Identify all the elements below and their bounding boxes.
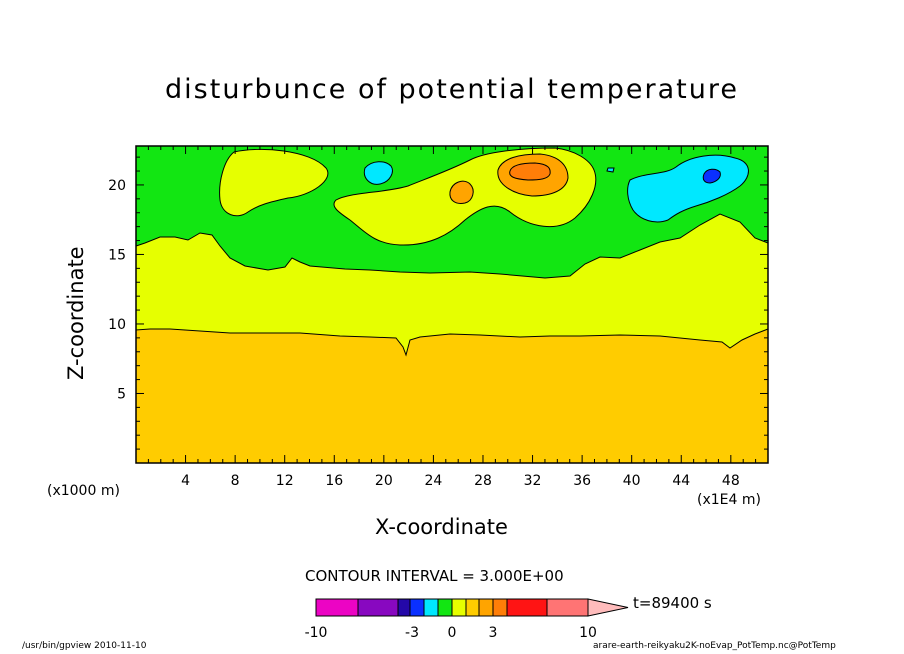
footer-left: /usr/bin/gpview 2010-11-10	[22, 641, 147, 651]
x-tick-label: 40	[623, 473, 641, 489]
x-axis-ticks	[147, 146, 757, 463]
x-tick-label: 48	[722, 473, 740, 489]
colorbar-tick-label: 10	[579, 625, 597, 641]
y-tick-label: 15	[108, 247, 126, 263]
x-tick-label: 8	[231, 473, 240, 489]
colorbar-tick-label: -3	[405, 625, 419, 641]
colorbar-labels: -10 -3 0 3 10	[305, 625, 597, 641]
x-tick-label: 36	[573, 473, 591, 489]
y-tick-label: 10	[108, 317, 126, 333]
colorbar-segment	[315, 598, 359, 617]
footer-right: arare-earth-reikyaku2K-noEvap_PotTemp.nc…	[593, 641, 836, 651]
colorbar-segment	[465, 598, 480, 617]
x-tick-labels: 4 8 12 16 20 24 28 32 36 40 44 48	[181, 473, 740, 489]
colorbar-segment	[546, 598, 589, 617]
colorbar-segment	[478, 598, 494, 617]
x-tick-label: 4	[181, 473, 190, 489]
colorbar-tick-label: 0	[448, 625, 457, 641]
y-tick-label: 5	[117, 386, 126, 402]
colorbar-segment	[423, 598, 439, 617]
time-label: t=89400 s	[633, 594, 712, 612]
region-orange-3	[509, 162, 551, 181]
x-tick-label: 16	[325, 473, 343, 489]
colorbar-tick-label: 3	[489, 625, 498, 641]
x-tick-label: 32	[524, 473, 542, 489]
x-unit-left: (x1000 m)	[47, 483, 120, 499]
region-yellow-island-1	[219, 148, 329, 217]
y-axis-label: Z-coordinate	[64, 246, 88, 380]
y-tick-labels: 5 10 15 20	[108, 178, 126, 403]
x-tick-label: 24	[424, 473, 442, 489]
y-axis-ticks	[136, 156, 768, 450]
y-tick-label: 20	[108, 178, 126, 194]
x-tick-label: 12	[276, 473, 294, 489]
region-cyan-1	[363, 161, 393, 185]
x-tick-label: 28	[474, 473, 492, 489]
x-tick-label: 20	[375, 473, 393, 489]
chart-title: disturbunce of potential temperature	[165, 74, 739, 105]
colorbar-segment	[437, 598, 453, 617]
colorbar-segment	[397, 598, 411, 617]
region-orange-1	[449, 180, 474, 204]
colorbar-arrow	[587, 598, 629, 617]
colorbar-tick-label: -10	[305, 625, 328, 641]
colorbar-segment	[357, 598, 399, 617]
colorbar-segment	[492, 598, 508, 617]
region-blue	[702, 168, 721, 184]
x-tick-label: 44	[672, 473, 690, 489]
region-cyan-3	[606, 167, 615, 173]
plot-frame	[135, 145, 769, 464]
colorbar-segment	[409, 598, 425, 617]
x-axis-label: X-coordinate	[375, 515, 508, 539]
x-unit-right: (x1E4 m)	[697, 492, 761, 508]
colorbar-segment	[506, 598, 548, 617]
colorbar	[315, 598, 629, 617]
colorbar-segment	[451, 598, 467, 617]
contour-interval-label: CONTOUR INTERVAL = 3.000E+00	[305, 567, 564, 585]
